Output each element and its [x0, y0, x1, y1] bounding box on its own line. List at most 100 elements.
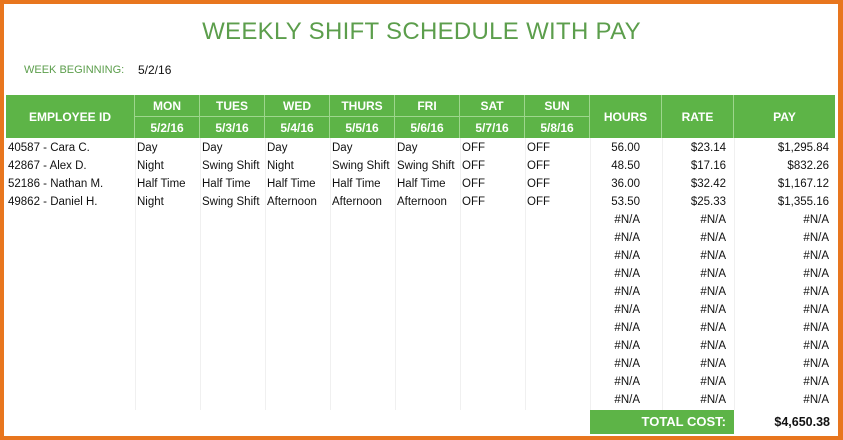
pay-cell[interactable]: #N/A: [803, 358, 829, 370]
shift-cell[interactable]: OFF: [462, 142, 485, 154]
header-day[interactable]: THURS: [330, 95, 395, 117]
rate-cell[interactable]: #N/A: [700, 214, 726, 226]
employee-cell[interactable]: 52186 - Nathan M.: [8, 178, 104, 190]
shift-cell[interactable]: Day: [267, 142, 288, 154]
hours-cell[interactable]: #N/A: [614, 250, 640, 262]
pay-cell[interactable]: #N/A: [803, 232, 829, 244]
shift-cell[interactable]: Day: [397, 142, 418, 154]
hours-cell[interactable]: #N/A: [614, 268, 640, 280]
header-date[interactable]: 5/8/16: [525, 117, 590, 138]
shift-cell[interactable]: Swing Shift: [202, 196, 260, 208]
pay-cell[interactable]: #N/A: [803, 214, 829, 226]
rate-cell[interactable]: #N/A: [700, 340, 726, 352]
rate-cell[interactable]: #N/A: [700, 286, 726, 298]
employee-cell[interactable]: 49862 - Daniel H.: [8, 196, 98, 208]
shift-cell[interactable]: Swing Shift: [332, 160, 390, 172]
hours-cell[interactable]: #N/A: [614, 214, 640, 226]
shift-cell[interactable]: Night: [137, 196, 164, 208]
shift-cell[interactable]: Afternoon: [332, 196, 382, 208]
grid-line: [200, 138, 201, 410]
header-date[interactable]: 5/4/16: [265, 117, 330, 138]
hours-cell[interactable]: #N/A: [614, 358, 640, 370]
header-day[interactable]: SUN: [525, 95, 590, 117]
shift-cell[interactable]: Half Time: [202, 178, 251, 190]
shift-cell[interactable]: Half Time: [397, 178, 446, 190]
shift-cell[interactable]: Day: [137, 142, 158, 154]
hours-cell[interactable]: #N/A: [614, 286, 640, 298]
employee-cell[interactable]: 40587 - Cara C.: [8, 142, 90, 154]
rate-cell[interactable]: $17.16: [690, 160, 726, 172]
pay-cell[interactable]: #N/A: [803, 286, 829, 298]
rate-cell[interactable]: #N/A: [700, 358, 726, 370]
rate-cell[interactable]: #N/A: [700, 376, 726, 388]
shift-cell[interactable]: Night: [267, 160, 294, 172]
header-day[interactable]: MON: [135, 95, 200, 117]
shift-cell[interactable]: Day: [202, 142, 223, 154]
shift-cell[interactable]: Swing Shift: [397, 160, 455, 172]
rate-cell[interactable]: #N/A: [700, 304, 726, 316]
shift-cell[interactable]: Swing Shift: [202, 160, 260, 172]
header-day[interactable]: SAT: [460, 95, 525, 117]
rate-cell[interactable]: $25.33: [690, 196, 726, 208]
rate-cell[interactable]: #N/A: [700, 322, 726, 334]
shift-cell[interactable]: OFF: [462, 160, 485, 172]
shift-cell[interactable]: Half Time: [267, 178, 316, 190]
header-rate[interactable]: RATE: [662, 95, 734, 138]
shift-cell[interactable]: Half Time: [137, 178, 186, 190]
hours-cell[interactable]: #N/A: [614, 394, 640, 406]
pay-cell[interactable]: #N/A: [803, 340, 829, 352]
hours-cell[interactable]: #N/A: [614, 322, 640, 334]
rate-cell[interactable]: $32.42: [690, 178, 726, 190]
employee-cell[interactable]: 42867 - Alex D.: [8, 160, 87, 172]
pay-cell[interactable]: $832.26: [787, 160, 829, 172]
header-day[interactable]: FRI: [395, 95, 460, 117]
header-date[interactable]: 5/2/16: [135, 117, 200, 138]
rate-cell[interactable]: #N/A: [700, 268, 726, 280]
total-cost-value[interactable]: $4,650.38: [774, 415, 830, 429]
pay-cell[interactable]: #N/A: [803, 250, 829, 262]
grid-line: [590, 138, 591, 410]
header-employee-id[interactable]: EMPLOYEE ID: [6, 95, 135, 138]
shift-cell[interactable]: Afternoon: [267, 196, 317, 208]
pay-cell[interactable]: $1,295.84: [777, 142, 829, 154]
shift-cell[interactable]: OFF: [527, 160, 550, 172]
pay-cell[interactable]: #N/A: [803, 304, 829, 316]
shift-cell[interactable]: Afternoon: [397, 196, 447, 208]
header-date[interactable]: 5/5/16: [330, 117, 395, 138]
rate-cell[interactable]: #N/A: [700, 232, 726, 244]
pay-cell[interactable]: #N/A: [803, 268, 829, 280]
shift-cell[interactable]: OFF: [527, 196, 550, 208]
pay-cell[interactable]: #N/A: [803, 376, 829, 388]
hours-cell[interactable]: #N/A: [614, 304, 640, 316]
header-date[interactable]: 5/7/16: [460, 117, 525, 138]
hours-cell[interactable]: 48.50: [611, 160, 640, 172]
shift-cell[interactable]: Half Time: [332, 178, 381, 190]
shift-cell[interactable]: OFF: [462, 178, 485, 190]
rate-cell[interactable]: $23.14: [690, 142, 726, 154]
pay-cell[interactable]: $1,167.12: [777, 178, 829, 190]
header-day[interactable]: WED: [265, 95, 330, 117]
shift-cell[interactable]: Day: [332, 142, 353, 154]
header-day[interactable]: TUES: [200, 95, 265, 117]
hours-cell[interactable]: #N/A: [614, 232, 640, 244]
header-date[interactable]: 5/3/16: [200, 117, 265, 138]
rate-cell[interactable]: #N/A: [700, 250, 726, 262]
week-beginning-value[interactable]: 5/2/16: [138, 63, 172, 77]
total-cost-label: TOTAL COST:: [590, 410, 734, 434]
hours-cell[interactable]: 36.00: [611, 178, 640, 190]
pay-cell[interactable]: #N/A: [803, 394, 829, 406]
shift-cell[interactable]: OFF: [527, 178, 550, 190]
hours-cell[interactable]: 53.50: [611, 196, 640, 208]
hours-cell[interactable]: 56.00: [611, 142, 640, 154]
header-hours[interactable]: HOURS: [590, 95, 662, 138]
header-pay[interactable]: PAY: [734, 95, 835, 138]
shift-cell[interactable]: OFF: [527, 142, 550, 154]
pay-cell[interactable]: $1,355.16: [777, 196, 829, 208]
hours-cell[interactable]: #N/A: [614, 376, 640, 388]
hours-cell[interactable]: #N/A: [614, 340, 640, 352]
pay-cell[interactable]: #N/A: [803, 322, 829, 334]
rate-cell[interactable]: #N/A: [700, 394, 726, 406]
shift-cell[interactable]: Night: [137, 160, 164, 172]
header-date[interactable]: 5/6/16: [395, 117, 460, 138]
shift-cell[interactable]: OFF: [462, 196, 485, 208]
